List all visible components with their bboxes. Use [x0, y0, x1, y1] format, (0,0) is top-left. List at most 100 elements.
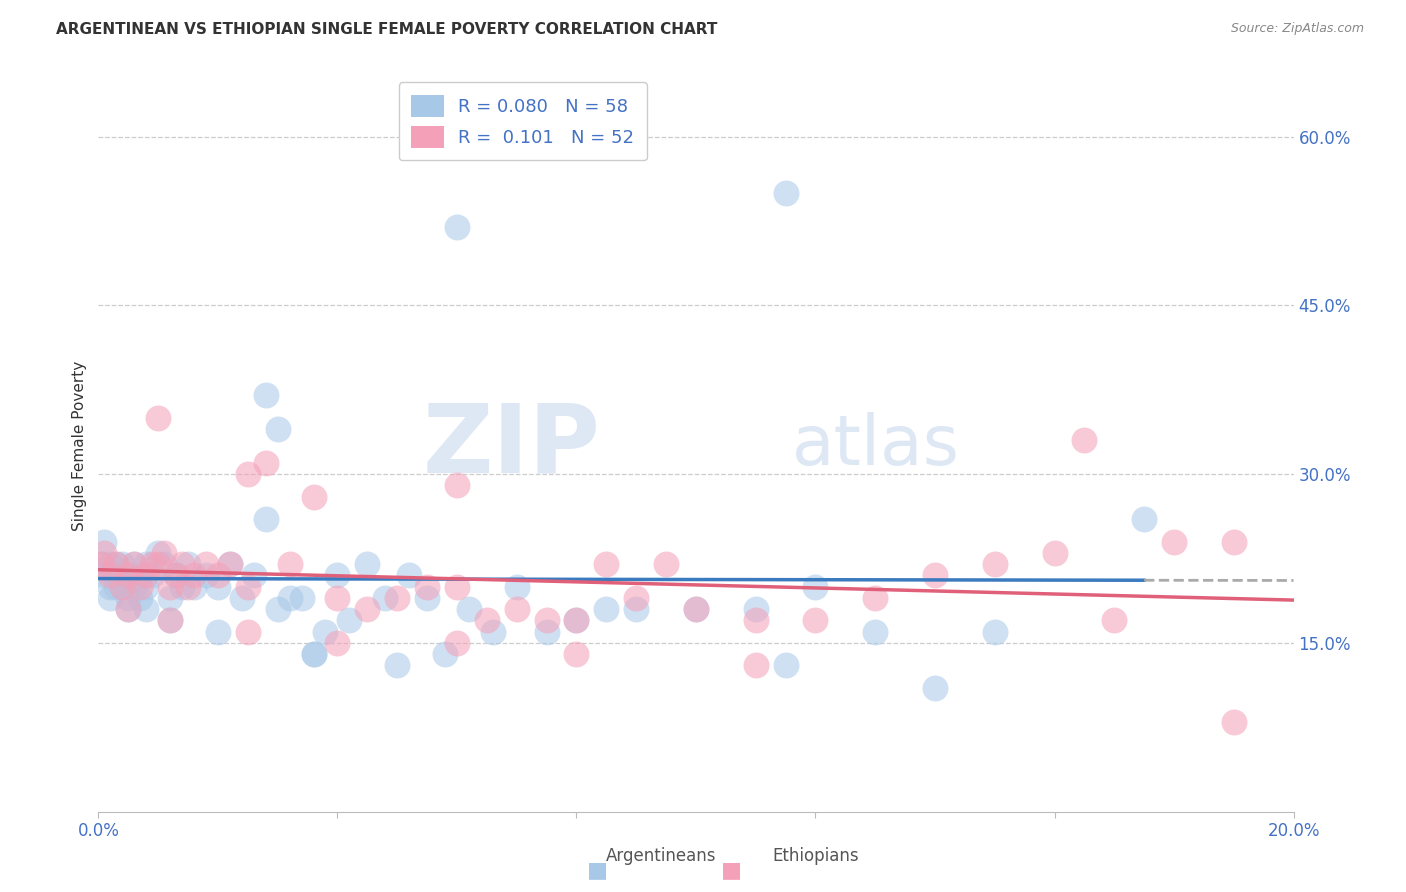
Point — [685, 602, 707, 616]
Point — [278, 591, 301, 605]
Point — [506, 602, 529, 616]
Point — [326, 591, 349, 605]
Text: Argentineans: Argentineans — [606, 847, 716, 865]
Point — [117, 602, 139, 616]
Point — [100, 591, 122, 605]
Point — [536, 614, 558, 628]
Point — [434, 647, 457, 661]
Point — [207, 580, 229, 594]
Point — [984, 624, 1007, 639]
Point — [446, 219, 468, 234]
Point — [105, 568, 128, 582]
Point — [565, 614, 588, 628]
Point — [506, 580, 529, 594]
Text: ■: ■ — [721, 860, 741, 880]
Point — [865, 591, 887, 605]
Point — [124, 557, 146, 571]
Point — [745, 602, 768, 616]
Point — [111, 557, 134, 571]
Point — [374, 591, 396, 605]
Point — [315, 624, 337, 639]
Point — [153, 546, 176, 560]
Point — [655, 557, 678, 571]
Text: Source: ZipAtlas.com: Source: ZipAtlas.com — [1230, 22, 1364, 36]
Point — [291, 591, 314, 605]
Point — [326, 636, 349, 650]
Point — [302, 647, 325, 661]
Point — [159, 614, 181, 628]
Point — [195, 557, 218, 571]
Point — [565, 614, 588, 628]
Point — [172, 580, 194, 594]
Point — [93, 534, 115, 549]
Point — [481, 624, 505, 639]
Point — [148, 546, 170, 560]
Point — [1133, 512, 1156, 526]
Point — [207, 568, 229, 582]
Text: ARGENTINEAN VS ETHIOPIAN SINGLE FEMALE POVERTY CORRELATION CHART: ARGENTINEAN VS ETHIOPIAN SINGLE FEMALE P… — [56, 22, 717, 37]
Point — [135, 602, 157, 616]
Point — [117, 568, 139, 582]
Point — [385, 591, 409, 605]
Text: ■: ■ — [588, 860, 607, 880]
Point — [267, 422, 290, 436]
Point — [302, 490, 325, 504]
Point — [148, 557, 170, 571]
Point — [165, 568, 187, 582]
Point — [141, 557, 163, 571]
Point — [219, 557, 242, 571]
Point — [254, 512, 277, 526]
Point — [458, 602, 481, 616]
Point — [1223, 714, 1246, 729]
Point — [385, 658, 409, 673]
Point — [446, 636, 468, 650]
Point — [1163, 534, 1185, 549]
Point — [129, 591, 152, 605]
Point — [804, 614, 827, 628]
Point — [105, 557, 128, 571]
Point — [278, 557, 301, 571]
Point — [745, 614, 768, 628]
Point — [90, 557, 112, 571]
Point — [775, 186, 797, 200]
Point — [117, 602, 139, 616]
Point — [1223, 534, 1246, 549]
Point — [254, 388, 277, 402]
Legend: R = 0.080   N = 58, R =  0.101   N = 52: R = 0.080 N = 58, R = 0.101 N = 52 — [398, 82, 647, 161]
Point — [446, 580, 468, 594]
Point — [326, 568, 349, 582]
Point — [117, 591, 139, 605]
Point — [105, 557, 128, 571]
Point — [924, 568, 946, 582]
Point — [1104, 614, 1126, 628]
Point — [219, 557, 242, 571]
Point — [195, 568, 218, 582]
Point — [100, 580, 122, 594]
Point — [804, 580, 827, 594]
Point — [236, 580, 259, 594]
Point — [398, 568, 420, 582]
Point — [775, 658, 797, 673]
Point — [267, 602, 290, 616]
Point — [135, 580, 157, 594]
Point — [446, 478, 468, 492]
Point — [626, 591, 648, 605]
Point — [159, 580, 181, 594]
Y-axis label: Single Female Poverty: Single Female Poverty — [72, 361, 87, 531]
Point — [416, 591, 439, 605]
Text: Ethiopians: Ethiopians — [772, 847, 859, 865]
Point — [90, 557, 112, 571]
Point — [93, 568, 115, 582]
Point — [124, 557, 146, 571]
Point — [685, 602, 707, 616]
Point — [129, 580, 152, 594]
Point — [100, 557, 122, 571]
Point — [595, 602, 617, 616]
Point — [243, 568, 266, 582]
Point — [159, 614, 181, 628]
Point — [745, 658, 768, 673]
Point — [356, 602, 378, 616]
Point — [236, 624, 259, 639]
Point — [183, 580, 205, 594]
Point — [135, 557, 157, 571]
